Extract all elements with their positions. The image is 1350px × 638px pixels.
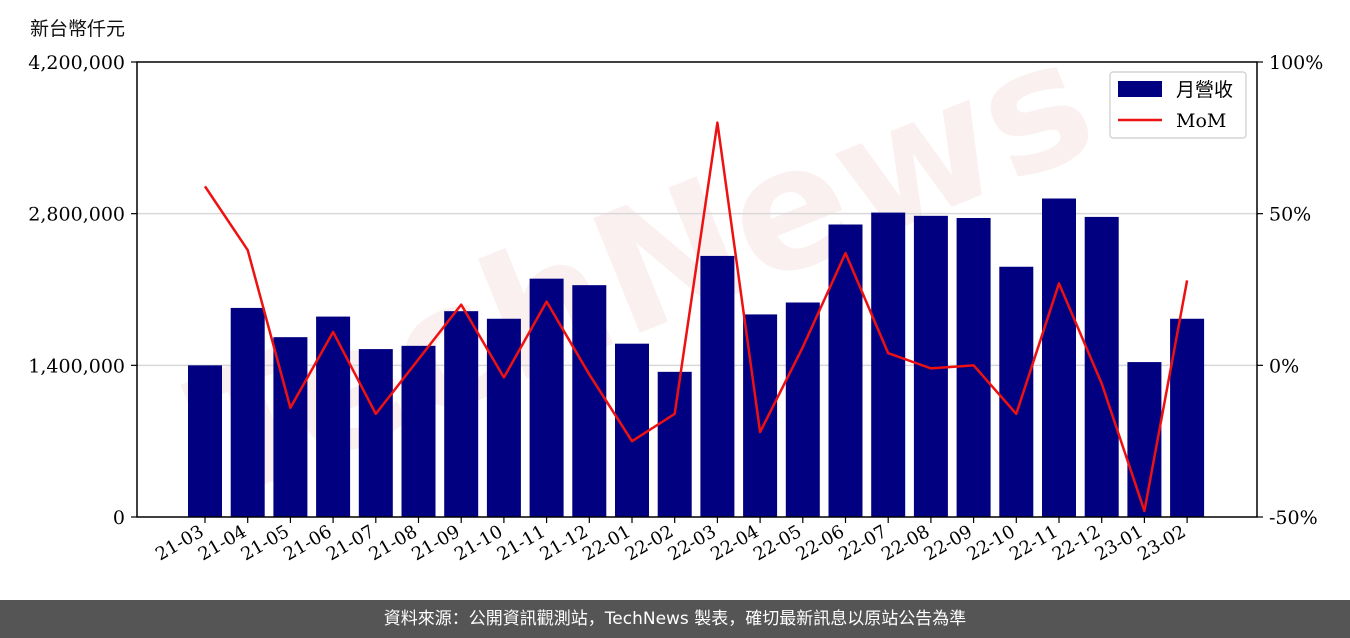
x-tick-label: 21-08: [366, 521, 421, 565]
x-tick-label: 22-05: [750, 521, 805, 565]
y-left-tick-label: 1,400,000: [28, 355, 125, 377]
x-tick-label: 22-07: [835, 521, 890, 565]
x-tick-label: 22-04: [707, 521, 762, 565]
y-right-tick-label: 50%: [1269, 204, 1311, 226]
y-left-tick-label: 4,200,000: [28, 52, 125, 74]
x-tick-label: 23-01: [1091, 521, 1146, 565]
x-tick-label: 21-11: [494, 521, 549, 565]
x-tick-label: 21-07: [323, 521, 378, 565]
bar-21-12: [572, 285, 607, 517]
x-tick-label: 22-03: [664, 521, 719, 565]
x-tick-label: 22-10: [963, 521, 1018, 565]
x-tick-label: 21-06: [280, 521, 335, 565]
bar-21-07: [358, 349, 393, 517]
plot-frame: [136, 61, 1258, 518]
bar-21-03: [188, 365, 222, 517]
bar-22-09: [956, 218, 991, 517]
x-tick-label: 22-09: [921, 521, 976, 565]
legend-label-bar: 月營收: [1176, 79, 1233, 101]
bar-23-02: [1170, 318, 1205, 517]
bar-22-12: [1084, 216, 1119, 517]
bar-22-06: [828, 224, 863, 517]
x-tick-label: 23-02: [1134, 521, 1189, 565]
chart-svg: 0 1,400,000 2,800,000 4,200,000 -50% 0% 50% 100…: [28, 52, 1323, 565]
x-tick-label: 22-01: [579, 521, 634, 565]
x-tick-label: 22-02: [622, 521, 677, 565]
y-left-tick-label: 2,800,000: [28, 204, 125, 226]
x-tick-label: 22-06: [793, 521, 848, 565]
bar-22-01: [615, 343, 649, 517]
bar-21-10: [486, 318, 521, 517]
x-tick-label: 22-11: [1006, 521, 1061, 565]
y-axis-unit-label: 新台幣仟元: [30, 18, 126, 40]
source-footer: 資料來源：公開資訊觀測站，TechNews 製表，確切最新訊息以原站公告為準: [0, 600, 1350, 638]
bar-21-04: [230, 307, 265, 517]
bar-21-08: [401, 345, 436, 517]
y-right-tick-label: -50%: [1269, 507, 1318, 529]
y-right-tick-label: 100%: [1269, 52, 1323, 74]
mom-line: [203, 121, 1189, 513]
bar-22-11: [1042, 198, 1076, 517]
bar-23-01: [1127, 362, 1162, 517]
legend-label-line: MoM: [1176, 110, 1226, 132]
bar-22-10: [999, 266, 1034, 517]
y-right-tick-label: 0%: [1269, 355, 1299, 377]
bar-22-07: [871, 212, 906, 518]
bar-22-02: [657, 371, 692, 517]
x-tick-label: 22-12: [1049, 521, 1104, 565]
bar-21-09: [444, 311, 479, 517]
x-tick-label: 21-04: [195, 521, 250, 565]
x-tick-label: 21-09: [408, 521, 463, 565]
x-tick-label: 21-03: [152, 521, 207, 565]
x-tick-label: 21-05: [237, 521, 292, 565]
bar-21-06: [316, 316, 351, 517]
y-left-tick-label: 0: [113, 507, 125, 529]
bar-22-03: [700, 255, 735, 517]
x-tick-label: 22-08: [878, 521, 933, 565]
bar-22-05: [785, 302, 820, 517]
x-tick-label: 21-12: [536, 521, 591, 565]
bar-21-11: [529, 278, 564, 517]
legend-swatch-bar: [1118, 81, 1162, 97]
x-tick-label: 21-10: [451, 521, 506, 565]
